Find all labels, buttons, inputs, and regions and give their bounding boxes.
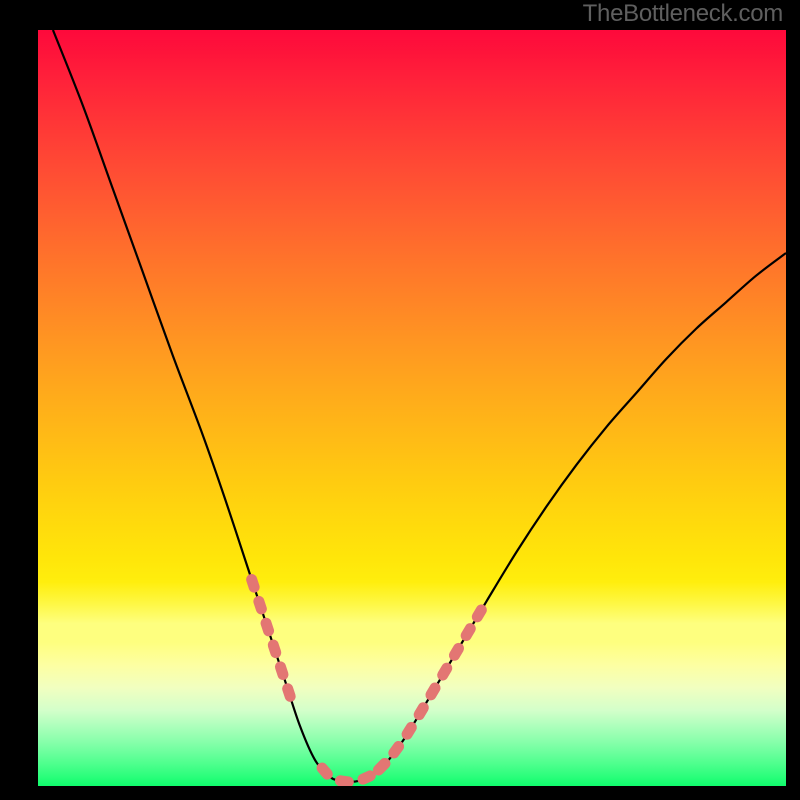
- marker-dash: [371, 756, 392, 777]
- marker-dash: [470, 602, 489, 624]
- marker-dash: [371, 757, 392, 778]
- marker-dash: [412, 700, 431, 722]
- bottleneck-curve: [53, 30, 786, 782]
- plot-area: [38, 30, 786, 786]
- marker-dash: [386, 739, 406, 761]
- marker-dash: [259, 616, 275, 637]
- marker-dash: [400, 720, 419, 742]
- marker-dash: [447, 641, 466, 663]
- marker-dash: [435, 661, 454, 683]
- marker-group: [245, 573, 489, 786]
- chart-svg: [38, 30, 786, 786]
- marker-dash: [245, 573, 261, 594]
- marker-dash: [266, 638, 282, 659]
- marker-dash: [459, 621, 478, 643]
- marker-dash: [252, 594, 268, 615]
- marker-dash: [423, 680, 442, 702]
- marker-dash: [281, 682, 297, 703]
- marker-dash: [334, 775, 354, 786]
- watermark-text: TheBottleneck.com: [583, 0, 783, 28]
- marker-dash: [274, 660, 290, 681]
- marker-dash: [371, 756, 392, 777]
- marker-dash: [314, 760, 335, 782]
- marker-dash: [356, 769, 378, 786]
